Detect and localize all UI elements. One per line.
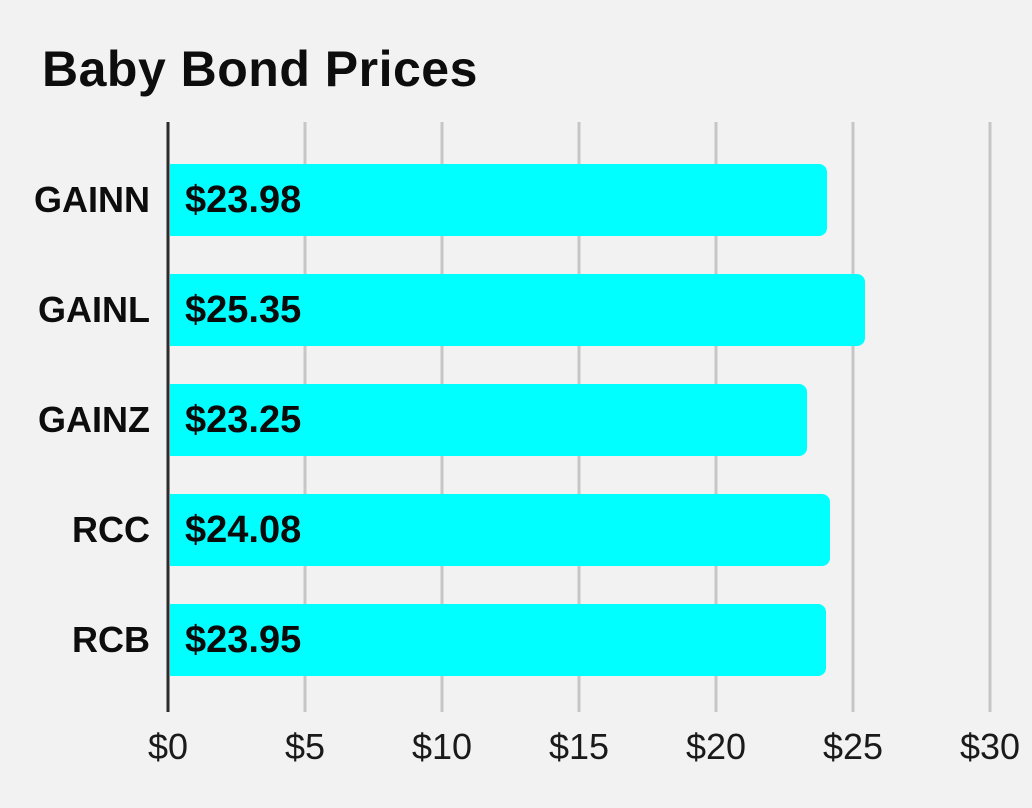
category-label: RCC	[72, 509, 150, 550]
bar-value-label: $24.08	[185, 508, 302, 551]
bar: $23.98	[170, 164, 828, 236]
x-tick-label: $10	[411, 726, 473, 767]
bar: $24.08	[170, 494, 830, 566]
bar: $25.35	[170, 274, 865, 346]
x-tick-label: $25	[822, 726, 884, 767]
category-labels: GAINN GAINL GAINZ RCC RCB	[0, 122, 150, 712]
x-tick-label: $30	[959, 726, 1021, 767]
chart-title: Baby Bond Prices	[42, 41, 478, 97]
gridline	[851, 122, 855, 712]
category-label: RCB	[72, 619, 150, 660]
gridline	[988, 122, 992, 712]
x-tick-label: $20	[685, 726, 747, 767]
plot-area: $23.98 $25.35 $23.25 $24.08 $23.95	[166, 122, 992, 712]
bar-value-label: $23.98	[185, 178, 302, 221]
bar-value-label: $23.95	[185, 618, 302, 661]
x-axis-tick-labels: $0 $5 $10 $15 $20 $25 $30	[148, 726, 1020, 776]
x-tick-label: $15	[548, 726, 610, 767]
category-label: GAINL	[38, 289, 150, 330]
category-label: GAINN	[34, 179, 150, 220]
x-tick-label: $5	[284, 726, 326, 767]
bar-value-label: $23.25	[185, 398, 302, 441]
bar: $23.25	[170, 384, 808, 456]
x-tick-label: $0	[147, 726, 189, 767]
bar-value-label: $25.35	[185, 288, 302, 331]
y-axis-line	[166, 122, 170, 712]
category-label: GAINZ	[38, 399, 150, 440]
bar: $23.95	[170, 604, 827, 676]
